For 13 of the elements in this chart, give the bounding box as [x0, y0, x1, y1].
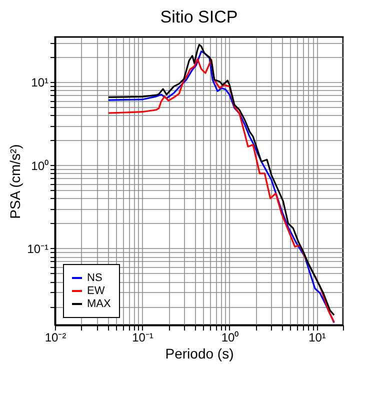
x-tick-label: 10⁰ [221, 330, 239, 344]
x-axis-title: Periodo (s) [165, 346, 234, 362]
y-tick-label: 10¹ [31, 76, 49, 90]
x-tick-label: 10¹ [308, 330, 326, 344]
y-axis-title: PSA (cm/s²) [7, 144, 24, 219]
legend-label: EW [87, 285, 106, 297]
x-tick-label: 10⁻² [44, 330, 66, 344]
legend-label: MAX [87, 298, 112, 310]
y-tick-label: 10⁰ [31, 158, 48, 173]
legend-label: NS [87, 272, 102, 284]
y-tick-label: 10⁻¹ [27, 242, 49, 256]
x-tick-label: 10⁻¹ [132, 330, 154, 344]
chart-title: Sitio SICP [160, 8, 238, 27]
